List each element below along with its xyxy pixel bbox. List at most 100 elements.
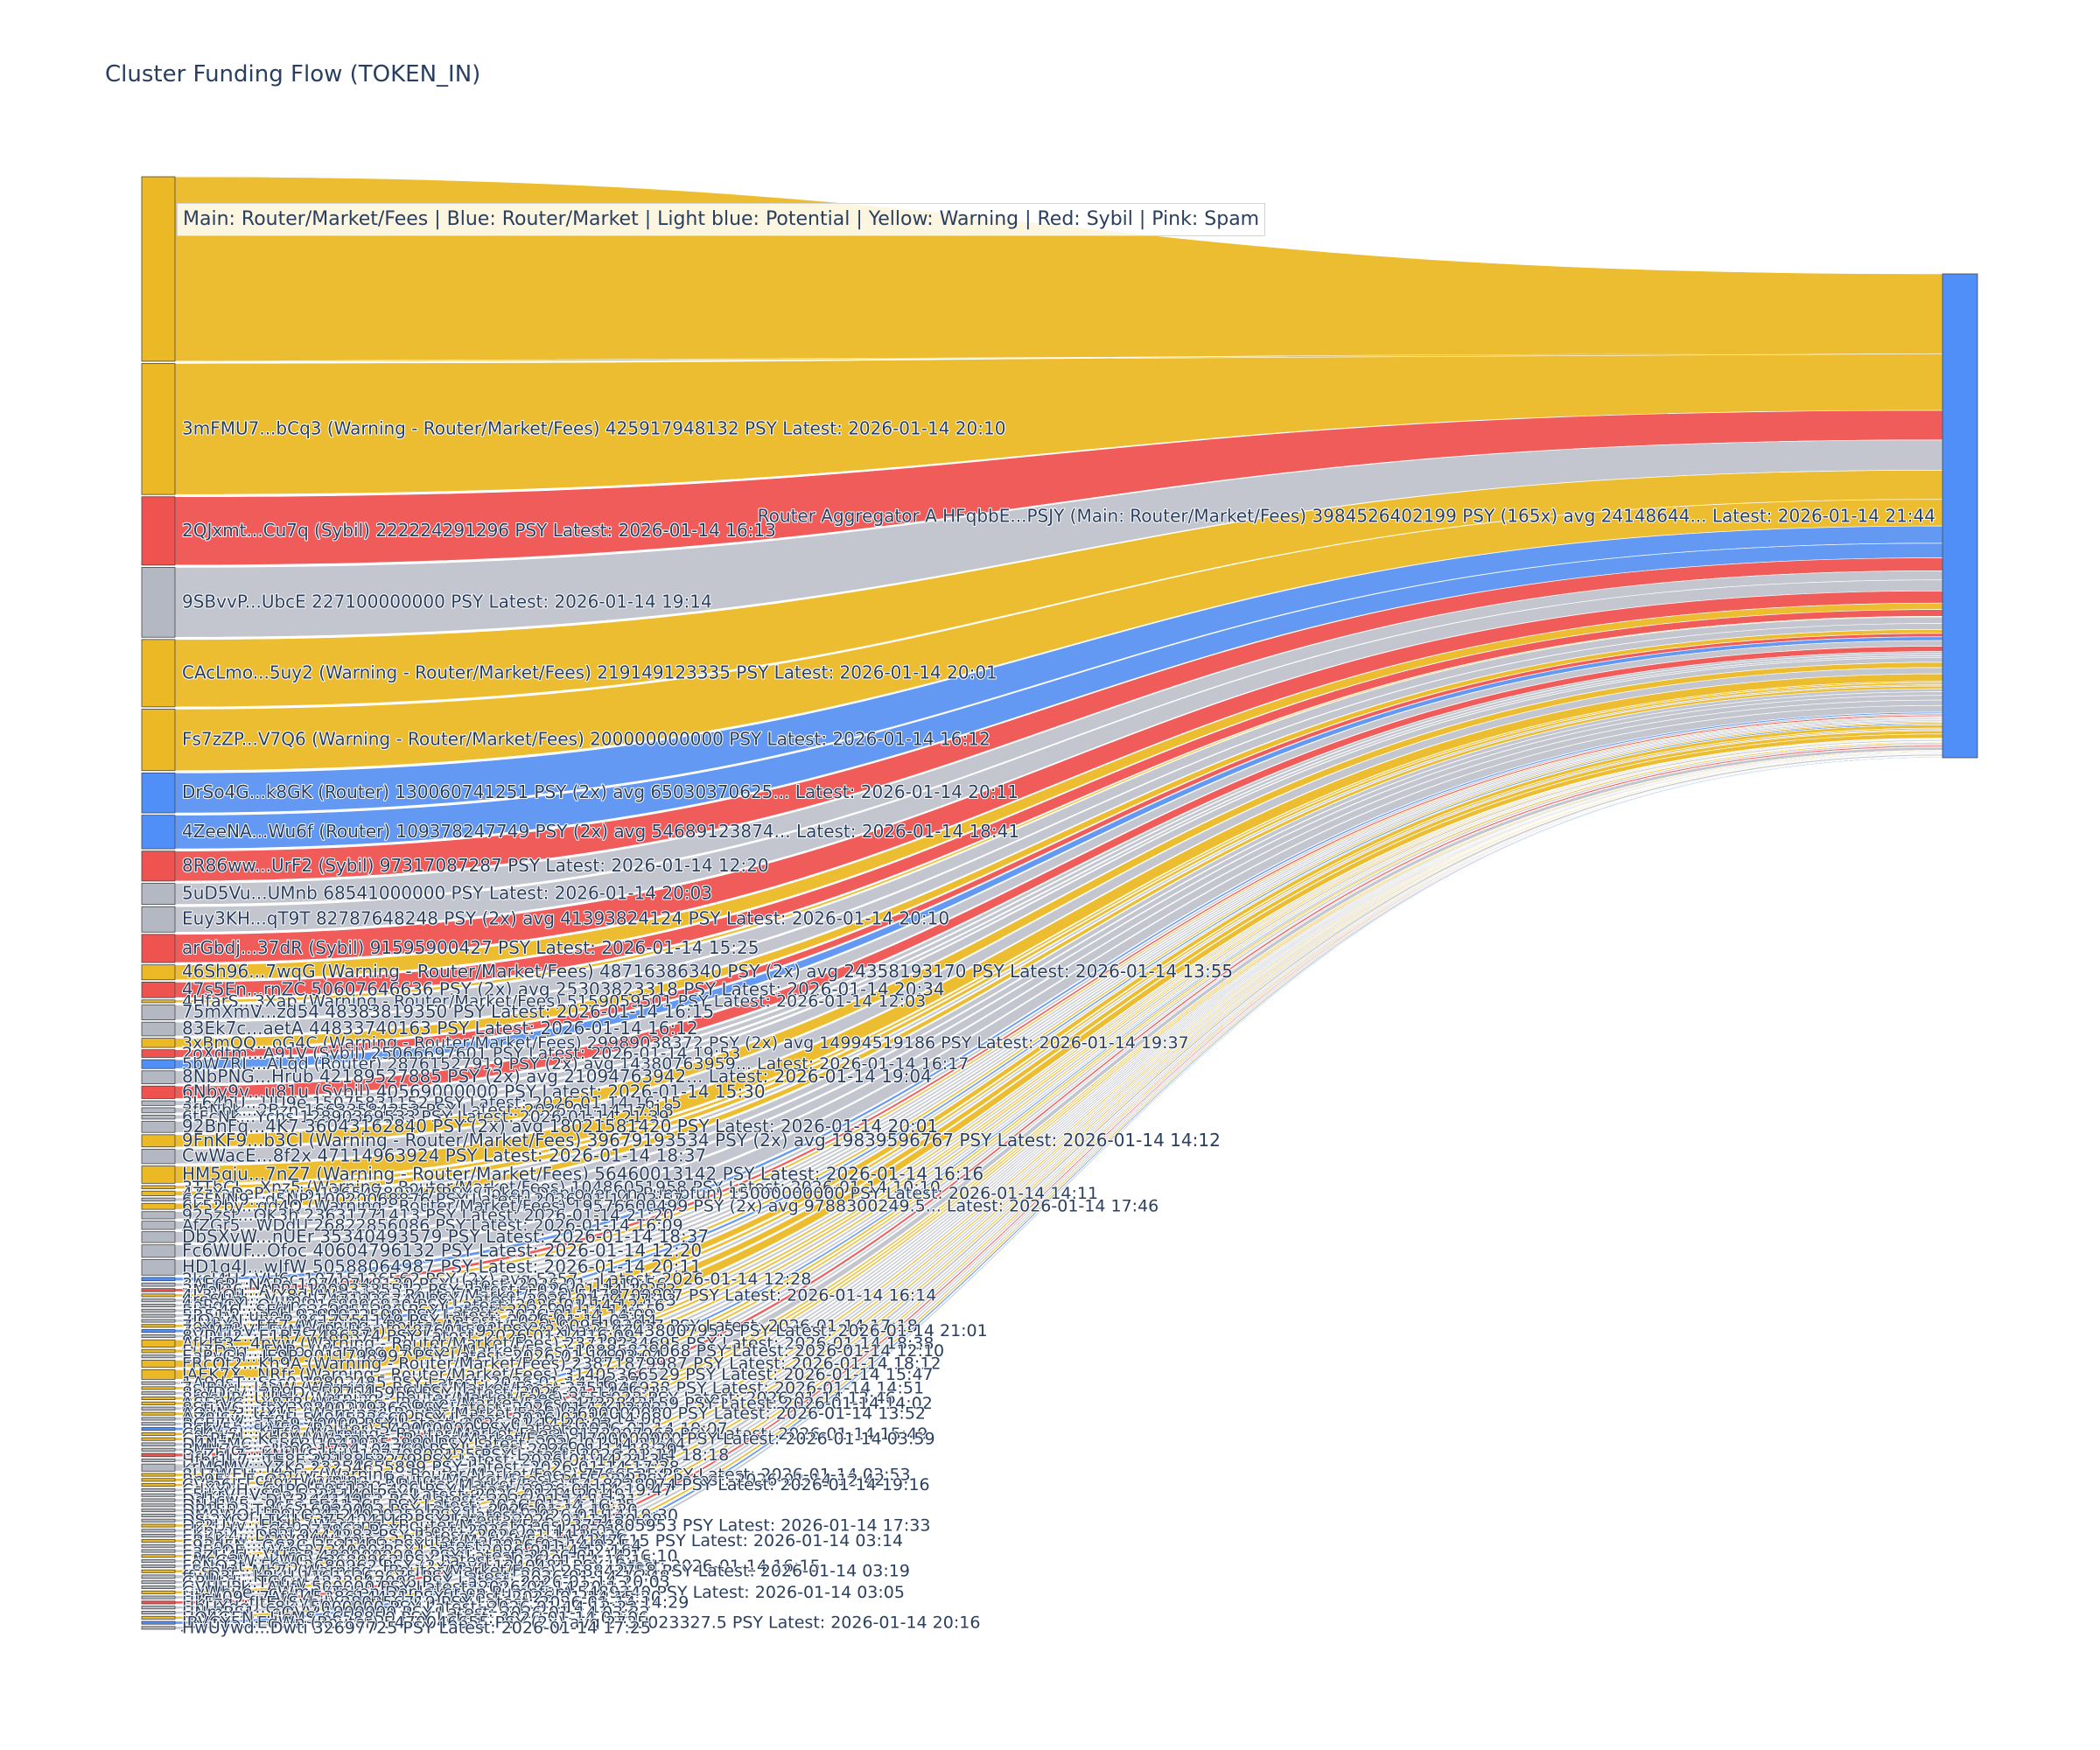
source-node[interactable] [141,883,176,905]
source-node[interactable] [141,1473,176,1477]
source-node[interactable] [141,1417,176,1421]
source-node[interactable] [141,850,176,882]
source-node[interactable] [141,1620,176,1625]
source-node[interactable] [141,1513,176,1517]
source-node[interactable] [141,1498,176,1502]
source-node[interactable] [141,1422,176,1426]
source-node[interactable] [141,1100,176,1106]
source-node[interactable] [141,1004,176,1020]
source-node[interactable] [141,1458,176,1462]
source-node[interactable] [141,1381,176,1385]
target-node[interactable] [1942,273,1978,759]
source-node[interactable] [141,1447,176,1452]
source-node[interactable] [141,1483,176,1488]
source-node[interactable] [141,1590,176,1594]
source-node[interactable] [141,1070,176,1085]
source-node[interactable] [141,1442,176,1446]
source-node[interactable] [141,1319,176,1323]
source-node[interactable] [141,1586,176,1590]
source-node[interactable] [141,1231,176,1243]
source-node[interactable] [141,1554,176,1558]
source-node[interactable] [141,1391,176,1396]
source-node[interactable] [141,1478,176,1482]
source-node[interactable] [141,999,176,1004]
source-node[interactable] [141,1615,176,1620]
source-node[interactable] [141,1313,176,1318]
source-node[interactable] [141,1600,176,1605]
source-node[interactable] [141,815,176,850]
source-node[interactable] [141,176,176,362]
source-node[interactable] [141,1549,176,1553]
source-node[interactable] [141,1569,176,1573]
source-node[interactable] [141,1354,176,1359]
source-node[interactable] [141,1432,176,1436]
source-node[interactable] [141,1282,176,1287]
source-node[interactable] [141,1324,176,1328]
source-node[interactable] [141,1523,176,1528]
source-node[interactable] [141,1293,176,1298]
source-node[interactable] [141,1611,176,1615]
source-node[interactable] [141,1339,176,1348]
source-node[interactable] [141,1518,176,1522]
source-node[interactable] [141,567,176,638]
source-node[interactable] [141,1038,176,1048]
source-node[interactable] [141,934,176,963]
source-node[interactable] [141,1085,176,1099]
source-node[interactable] [141,1529,176,1533]
source-node[interactable] [141,1134,176,1148]
source-node[interactable] [141,1121,176,1133]
source-node[interactable] [141,1493,176,1497]
source-node[interactable] [141,1059,176,1069]
source-node[interactable] [141,1427,176,1432]
source-node[interactable] [141,1308,176,1312]
source-node[interactable] [141,1202,176,1210]
source-node[interactable] [141,1401,176,1405]
source-node[interactable] [141,363,176,495]
source-node[interactable] [141,1574,176,1579]
source-node[interactable] [141,1049,176,1058]
source-node[interactable] [141,1185,176,1190]
source-node[interactable] [141,1334,176,1339]
source-node[interactable] [141,1437,176,1441]
source-node[interactable] [141,1488,176,1492]
source-node[interactable] [141,709,176,772]
source-node[interactable] [141,1211,176,1220]
source-node[interactable] [141,1259,176,1276]
source-node[interactable] [141,1115,176,1120]
source-node[interactable] [141,981,176,998]
source-node[interactable] [141,496,176,566]
source-node[interactable] [141,1329,176,1334]
source-node[interactable] [141,1348,176,1354]
source-node[interactable] [141,1304,176,1308]
source-node[interactable] [141,1107,176,1114]
source-node[interactable] [141,1396,176,1401]
source-node[interactable] [141,1564,176,1568]
source-node[interactable] [141,1244,176,1258]
source-node[interactable] [141,1298,176,1303]
source-node[interactable] [141,1503,176,1508]
source-node[interactable] [141,772,176,814]
source-node[interactable] [141,1626,176,1630]
source-node[interactable] [141,1288,176,1292]
source-node[interactable] [141,1021,176,1037]
source-node[interactable] [141,906,176,933]
source-node[interactable] [141,639,176,708]
source-node[interactable] [141,1534,176,1538]
source-node[interactable] [141,1606,176,1610]
source-node[interactable] [141,1463,176,1472]
source-node[interactable] [141,1452,176,1458]
source-node[interactable] [141,1197,176,1202]
source-node[interactable] [141,1538,176,1543]
source-node[interactable] [141,1166,176,1184]
source-node[interactable] [141,1221,176,1230]
source-node[interactable] [141,1544,176,1548]
source-node[interactable] [141,1386,176,1390]
source-node[interactable] [141,1595,176,1600]
source-node[interactable] [141,1508,176,1513]
source-node[interactable] [141,1368,176,1380]
source-node[interactable] [141,964,176,981]
source-node[interactable] [141,1190,176,1196]
source-node[interactable] [141,1277,176,1282]
source-node[interactable] [141,1148,176,1165]
source-node[interactable] [141,1580,176,1585]
